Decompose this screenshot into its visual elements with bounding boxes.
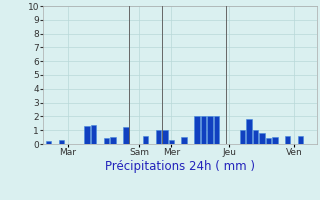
- Bar: [266, 138, 271, 144]
- Bar: [123, 127, 129, 144]
- Bar: [240, 130, 245, 144]
- Bar: [46, 141, 51, 144]
- Bar: [214, 116, 219, 144]
- Bar: [246, 119, 252, 144]
- Bar: [110, 137, 116, 144]
- Bar: [143, 136, 148, 144]
- Bar: [104, 138, 109, 144]
- Bar: [91, 125, 96, 144]
- Bar: [84, 126, 90, 144]
- Bar: [194, 116, 200, 144]
- Bar: [207, 116, 213, 144]
- Bar: [181, 137, 187, 144]
- X-axis label: Précipitations 24h ( mm ): Précipitations 24h ( mm ): [105, 160, 255, 173]
- Bar: [201, 116, 206, 144]
- Bar: [259, 133, 265, 144]
- Bar: [169, 140, 174, 144]
- Bar: [162, 130, 168, 144]
- Bar: [285, 136, 291, 144]
- Bar: [252, 130, 258, 144]
- Bar: [298, 136, 303, 144]
- Bar: [272, 137, 277, 144]
- Bar: [59, 140, 64, 144]
- Bar: [156, 130, 161, 144]
